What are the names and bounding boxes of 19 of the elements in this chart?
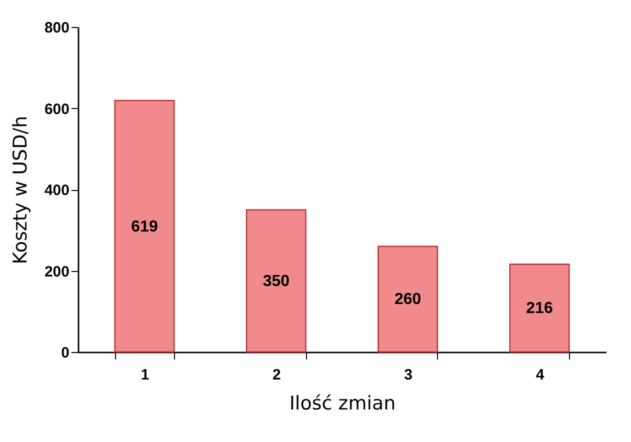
data-label: 350 — [262, 272, 290, 290]
y-tick-label: 800 — [44, 20, 70, 36]
bar — [246, 209, 306, 353]
y-axis-title: Koszty w USD/h — [9, 116, 32, 264]
y-tick-label: 0 — [61, 344, 70, 362]
y-tick-label: 600 — [44, 100, 70, 118]
data-label: 619 — [131, 218, 158, 236]
data-label: 216 — [526, 300, 553, 318]
data-label: 260 — [394, 291, 422, 308]
bar — [509, 264, 570, 353]
x-tick-label: 3 — [404, 366, 413, 384]
x-tick-label: 2 — [272, 366, 281, 384]
x-tick-label: 1 — [140, 366, 150, 384]
x-tick-label: 4 — [536, 366, 545, 384]
y-tick-label: 200 — [44, 263, 70, 280]
x-axis-title: Ilość zmian — [289, 392, 396, 414]
bar — [114, 100, 175, 353]
y-tick-label: 400 — [44, 182, 70, 199]
bar — [378, 246, 438, 353]
